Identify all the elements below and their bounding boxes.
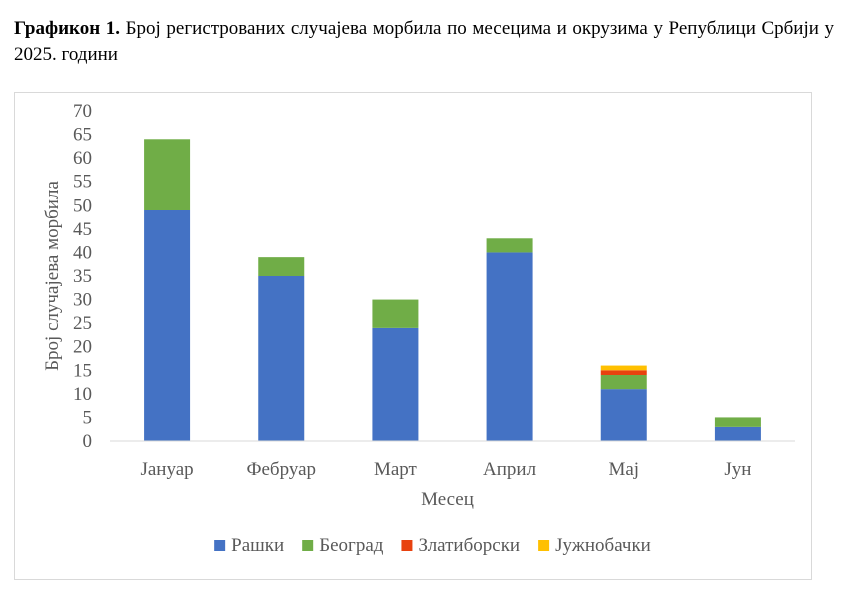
y-tick-label: 40 [73, 242, 92, 263]
legend-item-3: Златиборски [401, 535, 520, 556]
y-tick-label: 5 [83, 407, 93, 428]
bar-segment-4-5 [600, 365, 647, 371]
bar-segment-1-6 [714, 426, 761, 441]
legend-swatch [538, 540, 550, 551]
y-tick-label: 55 [73, 172, 92, 193]
bar-segment-2-4 [486, 238, 533, 253]
legend-swatch [401, 540, 413, 551]
x-tick-label: Фебруар [246, 459, 316, 480]
bars [144, 139, 761, 441]
bar-segment-3-5 [600, 370, 647, 375]
bar-segment-2-3 [372, 299, 419, 328]
legend-item-2: Београд [302, 535, 384, 556]
chart-caption: Графикон 1. Број регистрованих случајева… [14, 16, 834, 68]
x-tick-label: Мај [608, 459, 639, 480]
x-tick-label: Јун [724, 459, 751, 480]
y-tick-label: 45 [73, 219, 92, 240]
legend: Рашки Београд Златиборски Јужнобачки [214, 535, 651, 556]
y-tick-label: 50 [73, 195, 92, 216]
y-tick-label: 10 [73, 384, 92, 405]
bar-segment-1-1 [144, 210, 191, 441]
bar-segment-2-5 [600, 375, 647, 390]
bar-segment-2-2 [258, 257, 305, 276]
bar-segment-2-1 [144, 139, 191, 210]
y-tick-label: 60 [73, 148, 92, 169]
legend-label: Београд [319, 535, 384, 556]
y-tick-label: 35 [73, 266, 92, 287]
caption-text: Број регистрованих случајева морбила по … [14, 18, 835, 65]
bar-segment-1-5 [600, 389, 647, 441]
caption-label: Графикон 1. [14, 18, 121, 39]
legend-swatch [302, 540, 314, 551]
bar-segment-1-2 [258, 276, 305, 441]
y-axis-label: Број случајева морбила [42, 181, 63, 371]
bar-segment-1-4 [486, 252, 533, 441]
x-tick-label: Април [483, 459, 537, 480]
x-axis-label: Месец [421, 489, 474, 510]
y-tick-label: 20 [73, 337, 92, 358]
y-tick-label: 25 [73, 313, 92, 334]
x-tick-label: Јануар [140, 459, 193, 480]
y-tick-label: 0 [83, 431, 93, 452]
legend-label: Јужнобачки [555, 535, 651, 556]
chart-frame [14, 92, 812, 580]
x-tick-label: Март [374, 459, 418, 480]
legend-label: Златиборски [418, 535, 520, 556]
y-tick-label: 15 [73, 360, 92, 381]
bar-segment-2-6 [714, 417, 761, 427]
y-tick-label: 65 [73, 125, 92, 146]
legend-item-1: Рашки [214, 535, 284, 556]
bar-segment-1-3 [372, 327, 419, 441]
legend-item-4: Јужнобачки [538, 535, 651, 556]
y-tick-label: 70 [73, 101, 92, 122]
legend-label: Рашки [231, 535, 284, 556]
legend-swatch [214, 540, 226, 551]
x-axis-ticks: Јануар Фебруар Март Април Мај Јун [140, 459, 751, 480]
y-tick-label: 30 [73, 290, 92, 311]
